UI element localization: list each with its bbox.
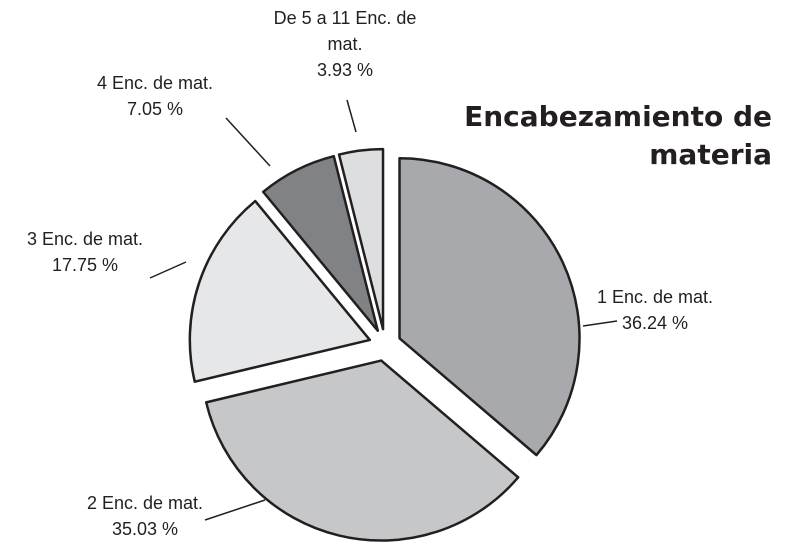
pie-slice	[261, 154, 380, 332]
slice-category: 3 Enc. de mat.	[26, 229, 144, 249]
slice-label: 2 Enc. de mat. 35.03 %	[65, 490, 225, 542]
slice-category: 4 Enc. de mat.	[96, 73, 214, 93]
pie-slice	[204, 359, 520, 542]
slice-value: 3.93 %	[316, 60, 374, 80]
slice-value: 35.03 %	[111, 519, 179, 539]
pie-slice	[188, 199, 372, 383]
slice-label: 3 Enc. de mat. 17.75 %	[5, 226, 165, 278]
leader-line	[149, 261, 187, 279]
slice-category: De 5 a 11 Enc. de mat.	[273, 8, 417, 54]
slice-label: 1 Enc. de mat. 36.24 %	[575, 284, 735, 336]
slice-label: De 5 a 11 Enc. de mat. 3.93 %	[270, 5, 420, 83]
slice-value: 7.05 %	[126, 99, 184, 119]
leader-line	[582, 320, 618, 327]
leader-line	[346, 99, 357, 133]
slice-label: 4 Enc. de mat. 7.05 %	[75, 70, 235, 122]
leader-line	[204, 499, 266, 521]
pie-slice	[398, 157, 581, 457]
slice-value: 36.24 %	[621, 313, 689, 333]
leader-line	[225, 117, 271, 167]
pie-slice	[337, 147, 385, 331]
slice-category: 1 Enc. de mat.	[596, 287, 714, 307]
slice-category: 2 Enc. de mat.	[86, 493, 204, 513]
slice-value: 17.75 %	[51, 255, 119, 275]
chart-title: Encabezamiento de materia	[464, 100, 772, 171]
